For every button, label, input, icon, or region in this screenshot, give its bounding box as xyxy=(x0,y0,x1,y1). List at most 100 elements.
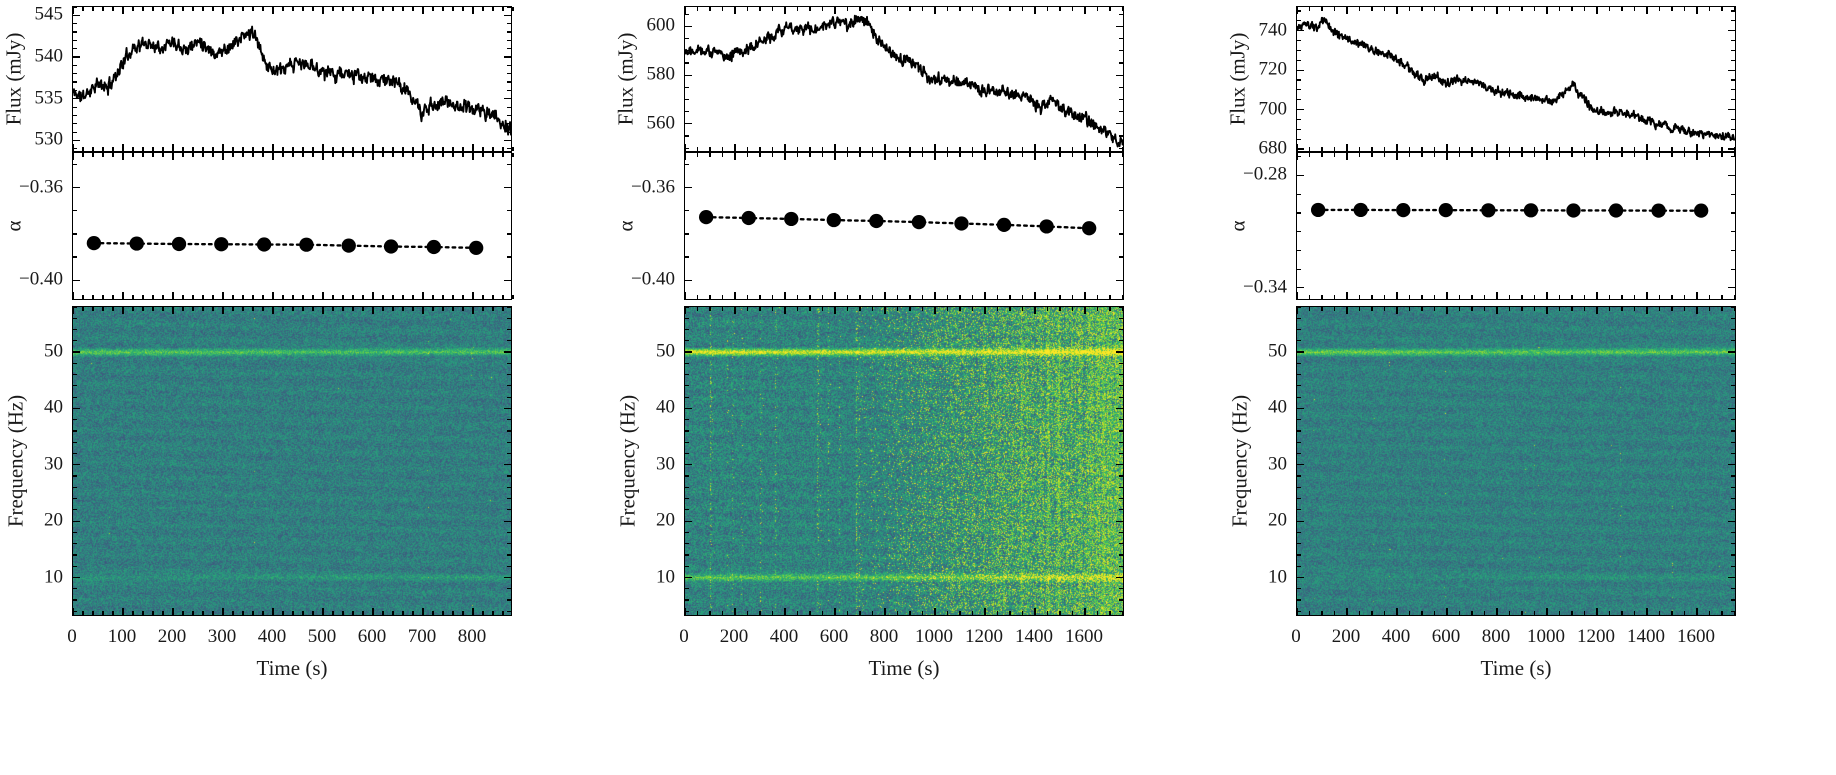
y-tick-major xyxy=(685,74,692,76)
y-tick-minor-right xyxy=(507,114,511,117)
x-tick-minor xyxy=(112,295,114,299)
alpha-data-point[interactable] xyxy=(1353,202,1368,218)
x-tick-major xyxy=(834,608,836,615)
alpha-data-point[interactable] xyxy=(129,236,144,251)
alpha-data-point[interactable] xyxy=(1396,203,1411,218)
x-tick-minor xyxy=(709,611,711,615)
x-tick-minor-top xyxy=(332,153,334,157)
y-tick-minor xyxy=(73,430,77,432)
x-tick-label: 700 xyxy=(407,626,437,647)
x-tick-major xyxy=(734,292,736,299)
y-tick-minor-right xyxy=(1731,128,1735,130)
alpha-data-point[interactable] xyxy=(784,211,799,227)
x-tick-minor xyxy=(1683,295,1686,299)
x-tick-minor xyxy=(721,611,724,615)
x-tick-minor-top xyxy=(212,307,214,311)
x-tick-minor xyxy=(252,147,254,151)
y-tick-minor-right xyxy=(1119,385,1123,387)
alpha-data-point[interactable] xyxy=(826,212,841,228)
x-tick-minor xyxy=(1358,147,1361,151)
alpha-data-point[interactable] xyxy=(1039,219,1054,234)
x-tick-major-top xyxy=(1297,307,1298,314)
y-tick-major xyxy=(1297,174,1304,177)
alpha-data-point[interactable] xyxy=(214,237,229,252)
x-tick-minor-top xyxy=(412,307,414,311)
x-tick-minor xyxy=(132,147,134,151)
y-tick-minor-right xyxy=(1731,231,1735,233)
alpha-data-point[interactable] xyxy=(1438,203,1453,218)
alpha-data-point[interactable] xyxy=(698,209,714,225)
frequency-axis-title: Frequency (Hz) xyxy=(1227,394,1252,528)
alpha-data-point[interactable] xyxy=(299,237,314,252)
x-tick-major xyxy=(1034,144,1036,151)
x-tick-minor xyxy=(1708,611,1711,615)
y-tick-major-right xyxy=(1728,407,1735,410)
col2-spectrogram xyxy=(1296,306,1736,616)
alpha-data-point[interactable] xyxy=(1651,203,1666,218)
x-tick-major xyxy=(372,144,374,151)
spectral-index-series xyxy=(698,209,1097,236)
y-tick-minor-right xyxy=(1119,486,1123,488)
flux-light-curve xyxy=(685,14,1123,148)
alpha-data-point[interactable] xyxy=(468,240,484,256)
dynamic-spectrum-image xyxy=(1297,307,1735,615)
x-tick-minor xyxy=(432,147,434,151)
x-tick-major xyxy=(984,608,986,615)
alpha-data-point[interactable] xyxy=(256,237,272,252)
x-tick-minor-top xyxy=(292,7,294,11)
x-tick-major xyxy=(984,292,986,299)
alpha-data-point[interactable] xyxy=(1608,203,1624,218)
y-tick-major xyxy=(1297,69,1304,71)
x-tick-major xyxy=(1596,608,1598,615)
alpha-data-point[interactable] xyxy=(1566,203,1581,218)
alpha-data-point[interactable] xyxy=(869,213,884,229)
alpha-data-point[interactable] xyxy=(1481,203,1496,218)
alpha-data-point[interactable] xyxy=(911,215,927,230)
x-tick-minor-top xyxy=(1608,307,1611,311)
x-tick-minor-top xyxy=(132,153,134,157)
alpha-data-point[interactable] xyxy=(996,217,1012,232)
x-tick-minor-top xyxy=(162,153,164,157)
x-tick-minor xyxy=(1521,611,1523,615)
x-tick-minor-top xyxy=(971,153,974,157)
alpha-data-point[interactable] xyxy=(1081,221,1097,236)
x-tick-major-top xyxy=(1696,7,1698,14)
x-tick-minor-top xyxy=(1583,7,1586,11)
y-tick-minor xyxy=(1297,156,1301,158)
x-tick-minor-top xyxy=(362,307,364,311)
x-tick-minor xyxy=(1109,147,1111,151)
x-tick-minor-top xyxy=(482,7,484,11)
x-tick-minor-top xyxy=(871,153,874,157)
alpha-data-point[interactable] xyxy=(341,238,356,253)
x-tick-major-top xyxy=(1646,307,1648,314)
x-tick-minor-top xyxy=(362,7,364,11)
x-tick-minor-top xyxy=(1471,153,1473,157)
y-tick-label: 530 xyxy=(34,128,64,150)
x-tick-minor-top xyxy=(432,7,434,11)
y-tick-minor xyxy=(685,256,689,258)
alpha-data-point[interactable] xyxy=(1310,202,1326,218)
alpha-data-point[interactable] xyxy=(741,210,756,226)
y-tick-label: 50 xyxy=(1268,340,1287,362)
x-tick-minor-top xyxy=(302,153,304,157)
alpha-data-point[interactable] xyxy=(171,236,187,252)
alpha-data-point[interactable] xyxy=(86,236,102,251)
col0-flux xyxy=(72,6,514,152)
y-tick-minor xyxy=(73,599,77,601)
alpha-data-point[interactable] xyxy=(426,239,442,255)
x-tick-minor-top xyxy=(896,153,899,157)
alpha-data-point[interactable] xyxy=(954,216,969,231)
y-tick-label: 10 xyxy=(1268,566,1287,588)
alpha-data-point[interactable] xyxy=(1693,203,1709,218)
y-tick-minor xyxy=(1297,362,1301,364)
x-tick-minor-top xyxy=(759,7,761,11)
alpha-data-point[interactable] xyxy=(383,239,399,254)
x-tick-minor-top xyxy=(1433,7,1436,11)
alpha-data-point[interactable] xyxy=(1523,203,1539,218)
y-tick-major-right xyxy=(1728,287,1735,289)
x-tick-major xyxy=(172,144,174,151)
x-tick-minor xyxy=(1608,147,1611,151)
x-tick-minor xyxy=(1458,295,1461,299)
y-tick-minor xyxy=(1297,268,1301,270)
y-tick-minor xyxy=(73,396,77,398)
